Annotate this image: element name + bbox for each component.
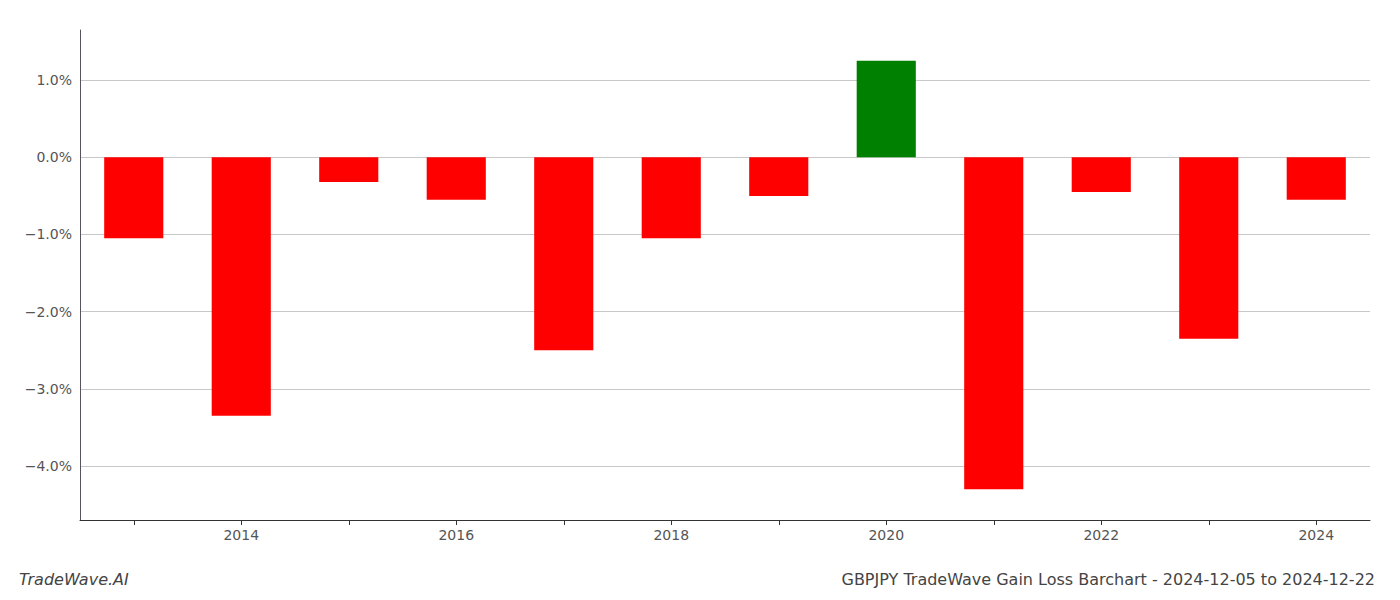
svg-text:GBPJPY TradeWave Gain Loss Bar: GBPJPY TradeWave Gain Loss Barchart - 20…	[841, 570, 1375, 589]
svg-text:2014: 2014	[223, 527, 259, 543]
svg-text:2024: 2024	[1298, 527, 1334, 543]
svg-text:−2.0%: −2.0%	[25, 304, 72, 320]
svg-text:TradeWave.AI: TradeWave.AI	[19, 570, 129, 589]
svg-text:2022: 2022	[1083, 527, 1119, 543]
svg-text:−4.0%: −4.0%	[25, 458, 72, 474]
svg-text:2016: 2016	[438, 527, 474, 543]
svg-text:0.0%: 0.0%	[36, 149, 72, 165]
svg-text:−1.0%: −1.0%	[25, 226, 72, 242]
svg-text:1.0%: 1.0%	[36, 72, 72, 88]
svg-text:2020: 2020	[868, 527, 904, 543]
svg-text:2018: 2018	[653, 527, 689, 543]
svg-text:−3.0%: −3.0%	[25, 381, 72, 397]
